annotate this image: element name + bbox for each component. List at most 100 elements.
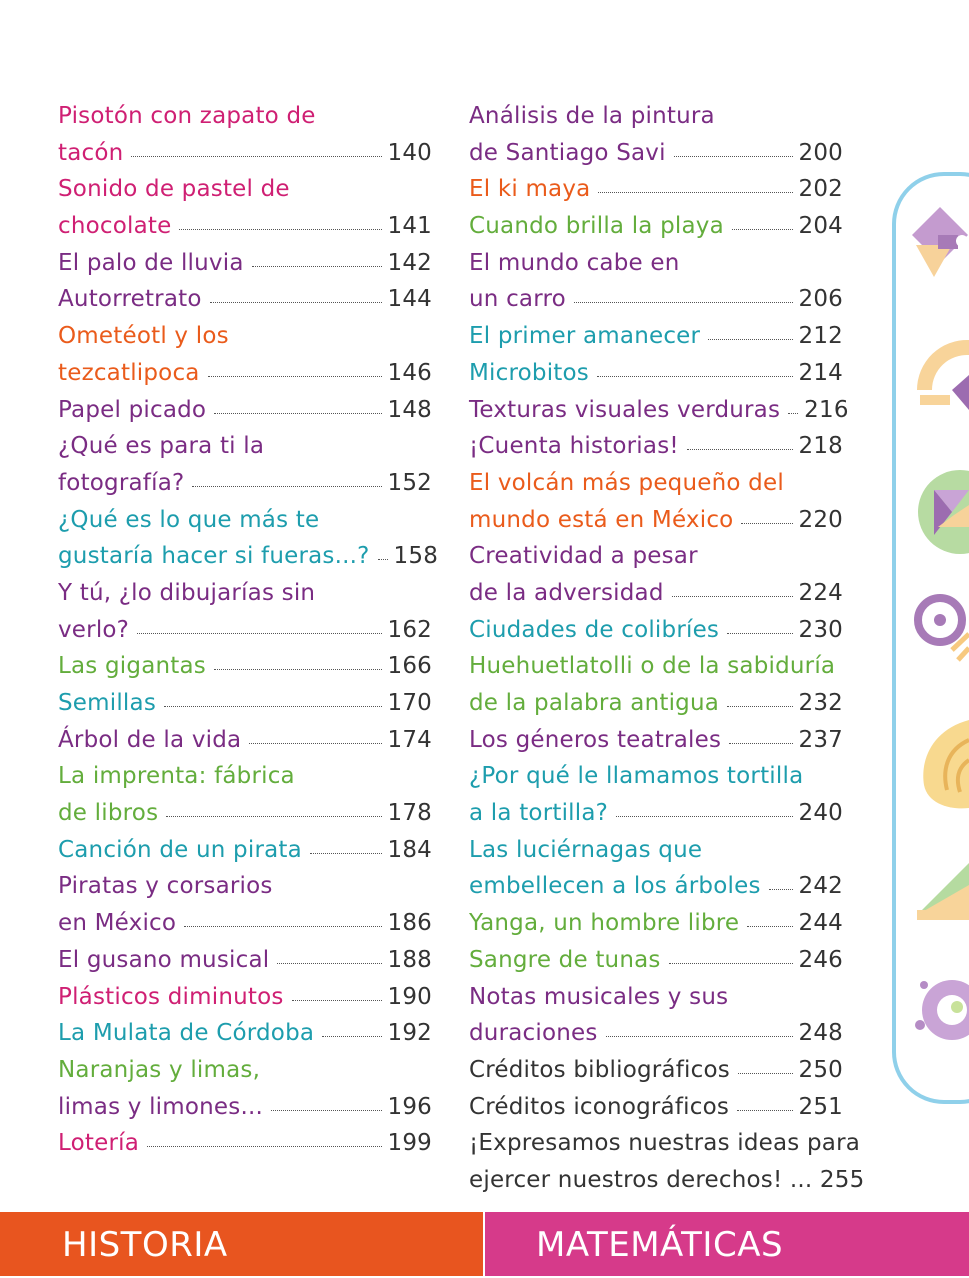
toc-entry-title: El primer amanecer: [469, 323, 701, 350]
toc-page-number: 142: [387, 249, 432, 276]
toc-entry: duraciones 248: [469, 1015, 843, 1052]
toc-entry-title: Ometéotl y los: [58, 323, 229, 350]
dot-leader: [708, 339, 793, 341]
toc-page-number: 162: [387, 616, 432, 643]
toc-entry: Ometéotl y los: [58, 318, 432, 355]
dot-leader: [322, 1036, 382, 1038]
toc-entry-title: Microbitos: [469, 359, 589, 386]
toc-entry: Los géneros teatrales 237: [469, 722, 843, 759]
toc-page-number: 199: [387, 1130, 432, 1157]
toc-entry: Semillas 170: [58, 685, 432, 722]
toc-entry-title: de la palabra antigua: [469, 690, 720, 716]
toc-entry: El volcán más pequeño del: [469, 465, 843, 502]
green-purple-envelope-icon: [918, 470, 969, 554]
toc-entry-title: Créditos iconográficos: [469, 1093, 730, 1120]
toc-left-column: Pisotón con zapato de tacón 140 Sonido de p…: [58, 98, 438, 1162]
toc-page-number: 188: [387, 946, 432, 973]
purple-yellow-geometric-icon: [912, 207, 968, 277]
toc-page-number: 204: [798, 213, 843, 240]
toc-page-number: 196: [387, 1093, 432, 1120]
historia-label: HISTORIA: [62, 1225, 228, 1265]
toc-entry-title: limas y limones...: [58, 1093, 263, 1120]
toc-entry: tacón 140: [58, 135, 432, 172]
toc-page-number: 212: [798, 323, 843, 350]
dot-leader: [616, 816, 793, 818]
toc-page-number: 148: [387, 396, 432, 423]
toc-entry-title: a la tortilla?: [469, 800, 609, 827]
dot-leader: [192, 485, 382, 487]
toc-entry: Pisotón con zapato de: [58, 98, 432, 135]
toc-entry-title: ¿Por qué le llamamos tortilla: [469, 763, 804, 790]
toc-entry: El ki maya 202: [469, 171, 843, 208]
dot-leader: [596, 375, 793, 377]
toc-entry: El mundo cabe en: [469, 245, 843, 282]
toc-entry: Plásticos diminutos 190: [58, 979, 432, 1016]
dot-leader: [277, 962, 382, 964]
dot-leader: [731, 229, 793, 231]
dot-leader: [727, 706, 793, 707]
toc-entry-title: Piratas y corsarios: [58, 873, 273, 900]
toc-page-number: 146: [387, 359, 432, 386]
toc-page-number: 242: [798, 873, 843, 900]
toc-entry-title: Texturas visuales verduras: [469, 396, 781, 423]
toc-entry-title: Naranjas y limas,: [58, 1056, 261, 1083]
toc-page-number: 248: [798, 1020, 843, 1047]
toc-entry: La imprenta: fábrica: [58, 758, 432, 795]
dot-leader: [214, 412, 382, 414]
toc-entry: Árbol de la vida 174: [58, 722, 432, 759]
footer-bar: HISTORIA MATEMÁTICAS: [0, 1212, 969, 1276]
toc-page-number: 244: [798, 910, 843, 937]
toc-entry: ¡Cuenta historias! 218: [469, 428, 843, 465]
toc-entry-title: embellecen a los árboles: [469, 873, 761, 900]
toc-entry-title: Huehuetlatolli o de la sabiduría: [469, 653, 836, 680]
toc-entry-title: Creatividad a pesar: [469, 543, 698, 570]
toc-entry-title: Los géneros teatrales: [469, 726, 722, 753]
toc-entry: de libros 178: [58, 795, 432, 832]
toc-entry-title: Ciudades de colibríes: [469, 616, 720, 643]
toc-entry-title: Pisotón con zapato de: [58, 103, 316, 129]
dot-leader: [768, 889, 793, 891]
toc-entry: Texturas visuales verduras 216: [469, 392, 848, 429]
yellow-shell-icon: [923, 720, 969, 809]
toc-entry: Cuando brilla la playa 204: [469, 208, 843, 245]
toc-entry-title: Sangre de tunas: [469, 946, 661, 973]
toc-entry: Microbitos 214: [469, 355, 843, 392]
toc-entry-title: Autorretrato: [58, 286, 202, 313]
purple-swirl-icon: [914, 594, 969, 662]
toc-entry-title: El palo de lluvia: [58, 249, 244, 276]
toc-entry: Yanga, un hombre libre 244: [469, 905, 843, 942]
dot-leader: [598, 192, 793, 194]
toc-page-number: 237: [798, 726, 843, 753]
toc-entry-title: ¡Expresamos nuestras ideas para: [469, 1130, 861, 1157]
toc-entry: Ciudades de colibríes 230: [469, 612, 843, 649]
toc-page-number: 216: [804, 396, 849, 423]
toc-entry-title: duraciones: [469, 1020, 598, 1047]
dot-leader: [291, 999, 382, 1001]
toc-page-number: 206: [798, 286, 843, 313]
toc-page-number: 184: [387, 836, 432, 863]
toc-entry: Las luciérnagas que: [469, 832, 843, 869]
toc-entry: gustaría hacer si fueras...? 158: [58, 538, 438, 575]
toc-entry: tezcatlipoca 146: [58, 355, 432, 392]
toc-entry: ¿Por qué le llamamos tortilla: [469, 758, 843, 795]
dot-leader: [673, 155, 793, 157]
dot-leader: [737, 1109, 793, 1111]
toc-entry: Sonido de pastel de: [58, 171, 432, 208]
toc-page-number: 174: [387, 726, 432, 753]
yellow-arc-icon: [917, 339, 969, 410]
toc-entry-title: Cuando brilla la playa: [469, 213, 724, 240]
dot-leader: [184, 926, 382, 928]
toc-page-number: 251: [798, 1093, 843, 1120]
toc-page-number: 220: [798, 506, 843, 533]
toc-entry-title: El gusano musical: [58, 946, 270, 973]
toc-entry-title: Papel picado: [58, 396, 207, 423]
dot-leader: [671, 595, 793, 597]
toc-entry-title: La Mulata de Córdoba: [58, 1020, 315, 1047]
dot-leader: [309, 852, 382, 854]
toc-entry-title: mundo está en México: [469, 506, 734, 533]
toc-entry-title: Árbol de la vida: [58, 726, 242, 753]
toc-page-number: 214: [798, 359, 843, 386]
toc-page-number: 200: [798, 139, 843, 166]
toc-entry: Canción de un pirata 184: [58, 832, 432, 869]
dot-leader: [213, 669, 382, 671]
